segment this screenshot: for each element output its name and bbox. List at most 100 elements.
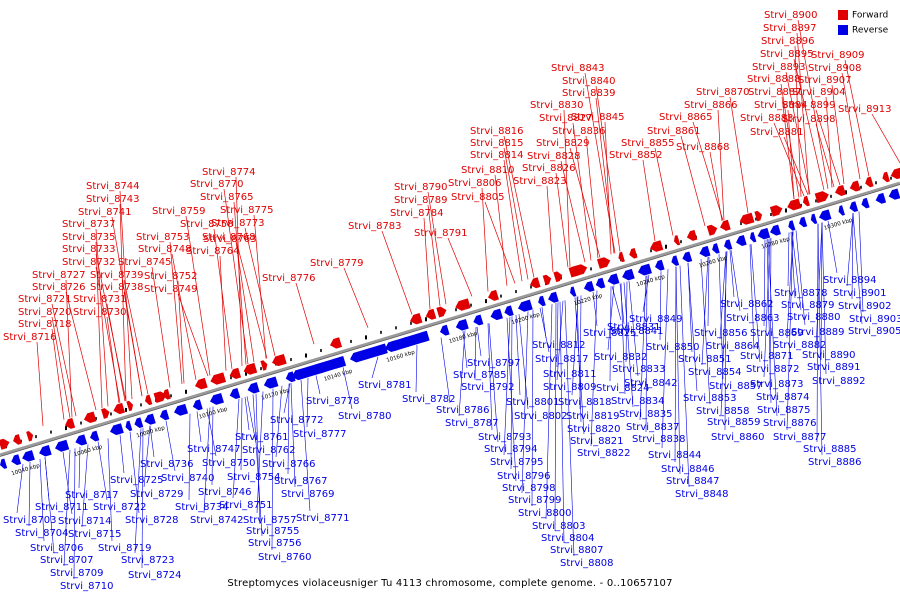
- reverse-gene-label: Strvi_8766: [262, 459, 316, 470]
- gene-arrow: [229, 388, 241, 399]
- forward-gene: [101, 408, 110, 419]
- forward-gene-label: Strvi_8913: [838, 104, 892, 115]
- forward-gene: [720, 219, 731, 231]
- forward-gene: [425, 308, 437, 320]
- reverse-gene-label: Strvi_8772: [270, 415, 324, 426]
- axis-tick: [380, 330, 382, 334]
- reverse-gene: [699, 245, 711, 257]
- forward-gene: [618, 251, 625, 263]
- reverse-gene-label: Strvi_8736: [140, 459, 194, 470]
- reverse-connector: [232, 398, 240, 499]
- forward-gene-label: Strvi_8888: [747, 74, 801, 85]
- reverse-connector: [659, 271, 662, 341]
- reverse-gene-label: Strvi_8859: [707, 417, 761, 428]
- forward-gene-label: Strvi_8897: [763, 23, 817, 34]
- axis-tick: [170, 394, 172, 398]
- gene-arrow: [388, 330, 430, 352]
- reverse-gene-label: Strvi_8849: [629, 314, 683, 325]
- reverse-gene: [125, 420, 133, 432]
- gene-arrow: [637, 263, 652, 276]
- forward-connector: [546, 185, 554, 272]
- gene-arrow: [210, 392, 224, 405]
- reverse-connector: [474, 327, 477, 381]
- forward-gene-label: Strvi_8758: [180, 219, 234, 230]
- axis-tick: [140, 403, 142, 407]
- reverse-connector: [255, 393, 261, 525]
- gene-arrow: [888, 188, 900, 200]
- gene-arrow: [655, 259, 665, 271]
- reverse-gene-label: Strvi_8876: [763, 418, 817, 429]
- reverse-gene: [622, 268, 635, 281]
- reverse-gene-label: Strvi_8780: [338, 411, 392, 422]
- forward-gene: [65, 417, 76, 429]
- forward-gene-label: Strvi_8830: [530, 100, 584, 111]
- forward-gene-label: Strvi_8843: [551, 63, 605, 74]
- gene-arrow: [22, 450, 35, 462]
- reverse-gene-label: Strvi_8796: [497, 471, 551, 482]
- forward-connector: [729, 96, 749, 213]
- axis-tick: [815, 199, 817, 203]
- forward-gene-label: Strvi_8899: [782, 100, 836, 111]
- gene-arrow: [455, 298, 471, 311]
- gene-arrow: [144, 413, 156, 425]
- reverse-gene: [849, 201, 859, 212]
- axis-tick: [230, 376, 232, 380]
- reverse-gene: [757, 227, 771, 240]
- reverse-connector: [556, 302, 559, 368]
- gene-arrow: [330, 337, 343, 349]
- gene-arrow: [754, 210, 763, 222]
- gene-arrow: [723, 239, 733, 250]
- reverse-gene: [192, 399, 203, 411]
- gene-arrow: [350, 343, 388, 363]
- reverse-gene-label: Strvi_8725: [110, 475, 164, 486]
- reverse-gene: [875, 192, 887, 204]
- reverse-connector: [246, 396, 257, 444]
- forward-gene-label: Strvi_8732: [62, 257, 116, 268]
- reverse-gene: [749, 232, 757, 243]
- forward-gene-label: Strvi_8904: [792, 87, 846, 98]
- forward-gene: [210, 372, 227, 385]
- reverse-gene: [538, 295, 546, 307]
- forward-gene-label: Strvi_8752: [144, 271, 198, 282]
- reverse-gene-label: Strvi_8804: [541, 533, 595, 544]
- forward-connector: [177, 280, 185, 384]
- forward-connector: [841, 72, 861, 180]
- reverse-gene-large: [292, 356, 347, 381]
- forward-gene-label: Strvi_8826: [522, 163, 576, 174]
- forward-connector: [151, 266, 171, 388]
- forward-connector: [481, 187, 489, 292]
- axis-tick: [95, 416, 97, 420]
- axis-tick: [890, 176, 892, 180]
- gene-arrow: [849, 201, 859, 212]
- reverse-connector: [790, 231, 796, 299]
- reverse-gene-label: Strvi_8848: [675, 489, 729, 500]
- reverse-gene: [263, 376, 279, 389]
- forward-gene-label: Strvi_8764: [186, 246, 240, 257]
- gene-arrow: [488, 289, 499, 301]
- reverse-swatch: [838, 25, 848, 35]
- reverse-connector: [503, 316, 511, 456]
- forward-gene: [410, 312, 423, 325]
- gene-arrow: [440, 324, 450, 336]
- forward-gene-label: Strvi_8810: [461, 165, 515, 176]
- reverse-connector: [846, 213, 854, 287]
- axis-kbp-label: 10240 kbp: [636, 274, 666, 288]
- reverse-gene: [22, 450, 35, 462]
- axis-tick: [455, 308, 457, 312]
- gene-arrow: [490, 308, 503, 321]
- gene-arrow: [618, 251, 625, 263]
- reverse-gene-label: Strvi_8812: [532, 340, 586, 351]
- reverse-gene-label: Strvi_8769: [281, 489, 335, 500]
- forward-gene: [436, 306, 447, 318]
- reverse-gene-label: Strvi_8822: [577, 448, 631, 459]
- reverse-connector: [415, 344, 418, 393]
- forward-gene-label: Strvi_8716: [3, 332, 57, 343]
- reverse-gene: [838, 205, 845, 216]
- gene-arrow: [686, 229, 698, 241]
- forward-connector: [343, 267, 369, 328]
- gene-arrow: [629, 247, 638, 259]
- forward-gene: [542, 274, 552, 286]
- forward-connector: [65, 279, 73, 418]
- forward-gene: [650, 240, 664, 252]
- reverse-connector: [39, 458, 45, 542]
